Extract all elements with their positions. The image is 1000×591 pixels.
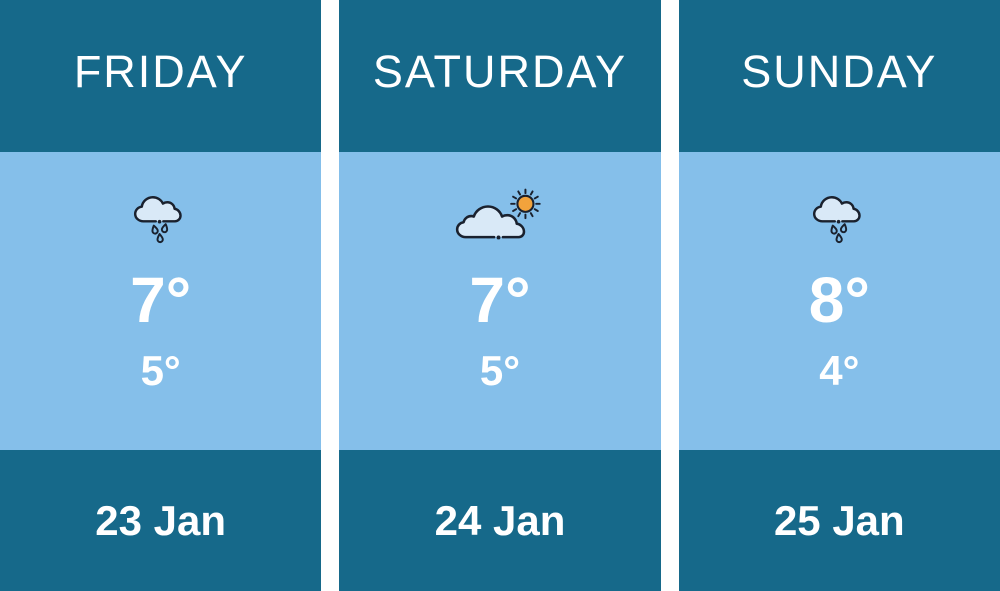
card-header: FRIDAY bbox=[0, 0, 322, 152]
card-footer: 23 Jan bbox=[0, 450, 322, 591]
forecast-card-saturday: SATURDAY bbox=[339, 0, 661, 591]
day-name: SUNDAY bbox=[741, 46, 938, 97]
card-body: 7° 5° bbox=[0, 152, 322, 450]
high-temperature: 7° bbox=[469, 264, 531, 336]
low-temperature: 5° bbox=[140, 347, 181, 394]
date: 24 Jan bbox=[434, 496, 566, 544]
forecast-card-sunday: SUNDAY 8° 4° 25 Jan bbox=[678, 0, 1000, 591]
forecast-card-friday: FRIDAY 7° 5° 23 Jan bbox=[0, 0, 322, 591]
day-name: FRIDAY bbox=[73, 46, 248, 97]
card-header: SUNDAY bbox=[678, 0, 1000, 152]
rain-cloud-icon bbox=[132, 186, 189, 250]
low-temperature: 4° bbox=[819, 347, 860, 394]
high-temperature: 7° bbox=[130, 264, 192, 336]
date: 25 Jan bbox=[773, 496, 905, 544]
card-footer: 25 Jan bbox=[678, 450, 1000, 591]
card-footer: 24 Jan bbox=[339, 450, 661, 591]
card-header: SATURDAY bbox=[339, 0, 661, 152]
card-body: 7° 5° bbox=[339, 152, 661, 450]
card-body: 8° 4° bbox=[678, 152, 1000, 450]
low-temperature: 5° bbox=[479, 347, 521, 394]
high-temperature: 8° bbox=[808, 264, 870, 336]
sun-cloud-icon bbox=[455, 186, 545, 250]
day-name: SATURDAY bbox=[372, 46, 628, 97]
rain-cloud-icon bbox=[811, 186, 868, 250]
date: 23 Jan bbox=[95, 496, 227, 544]
